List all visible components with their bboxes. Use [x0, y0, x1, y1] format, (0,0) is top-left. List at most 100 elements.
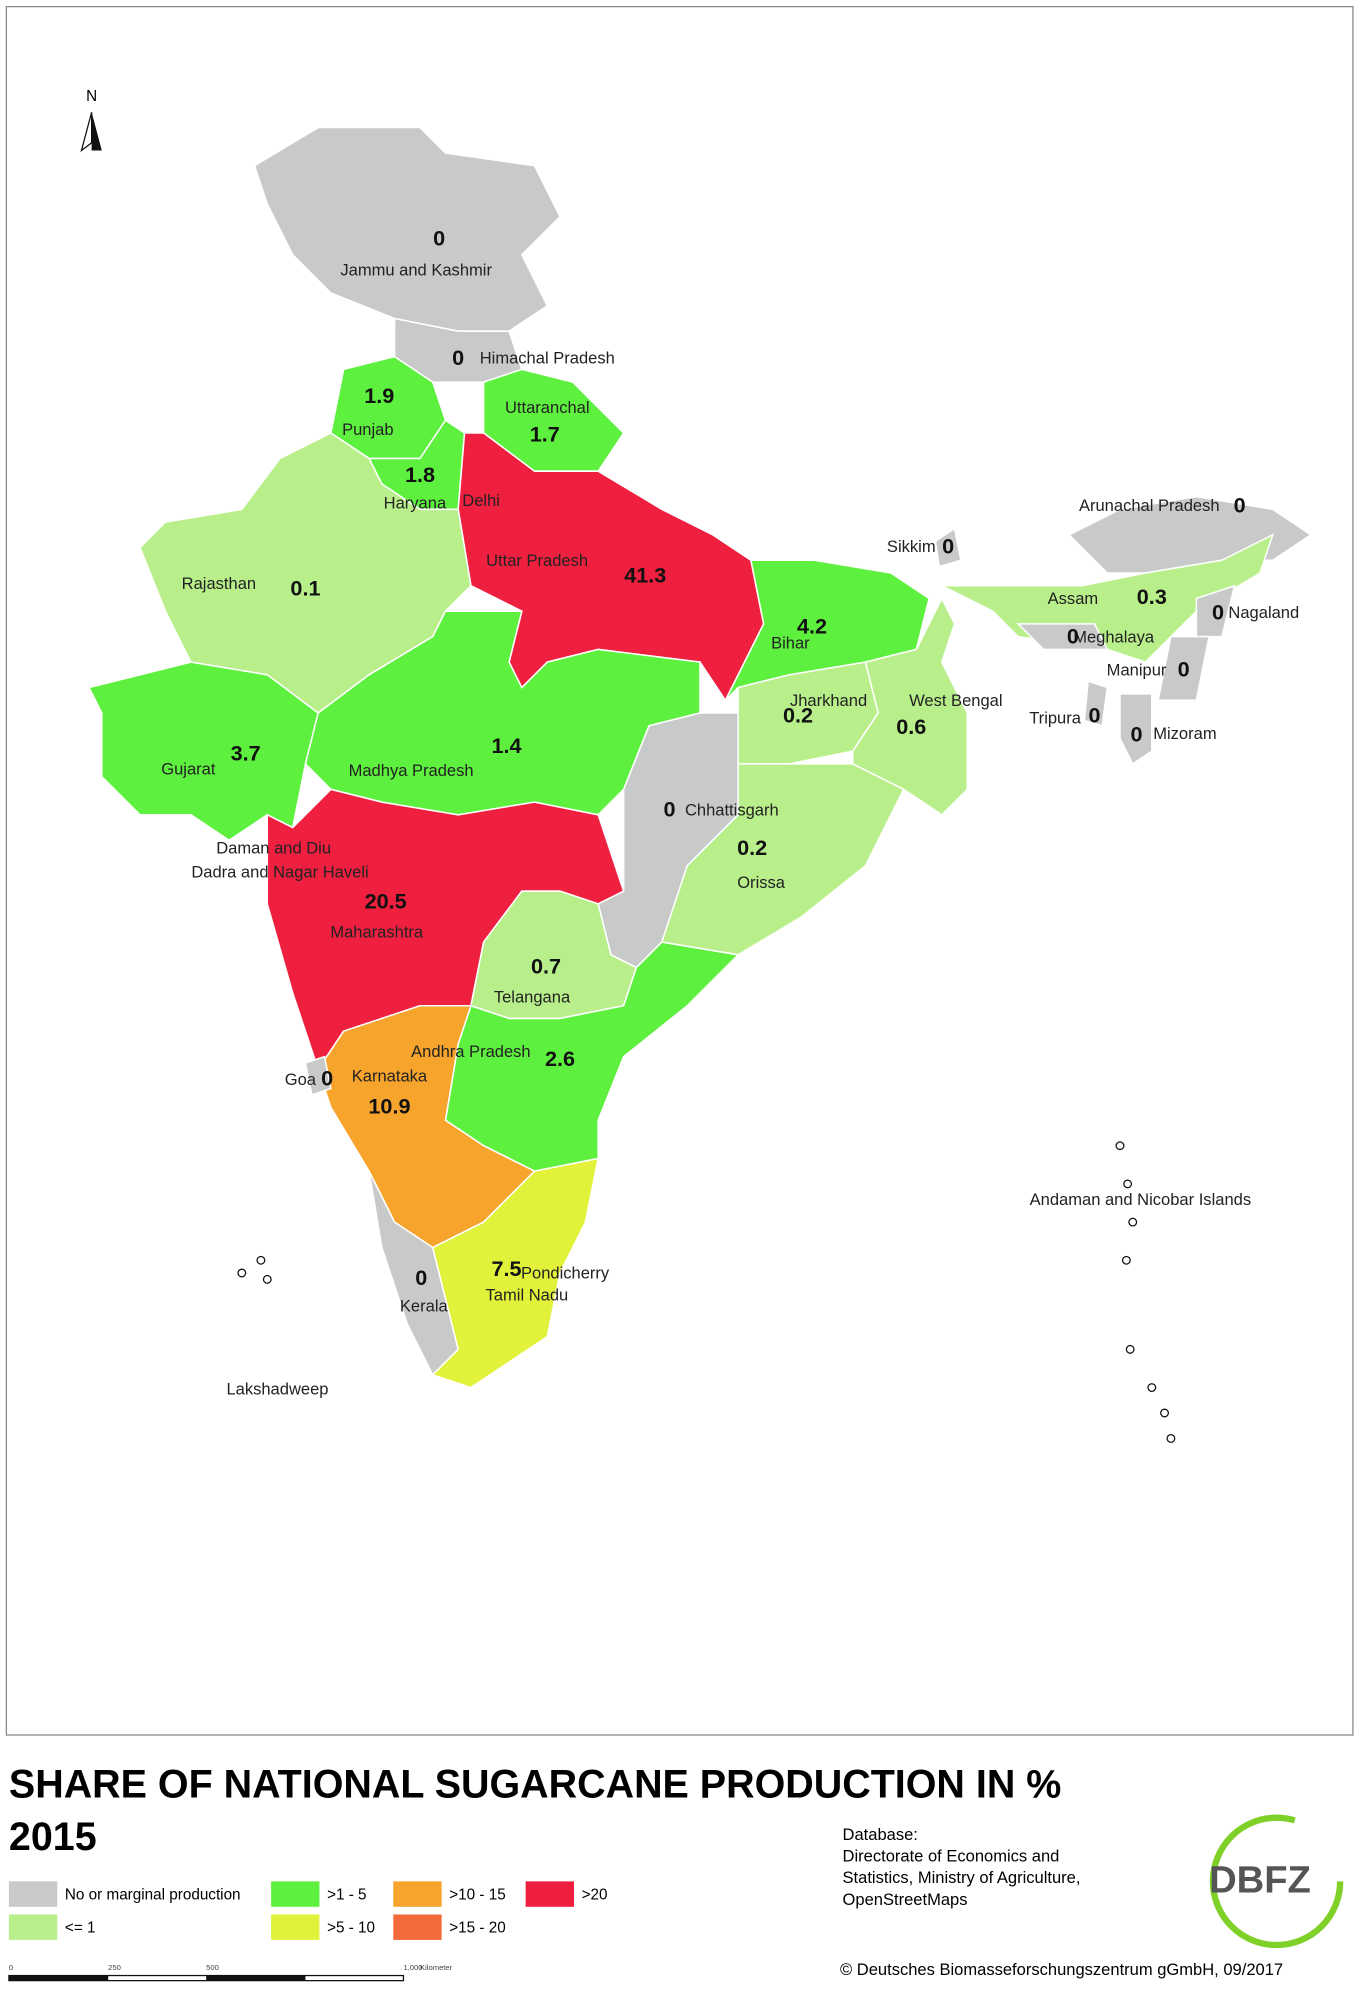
- copyright: © Deutsches Biomasseforschungszentrum gG…: [840, 1960, 1283, 1979]
- region-name: Tripura: [1029, 709, 1082, 728]
- region: [1119, 693, 1153, 766]
- legend-label: <= 1: [65, 1919, 96, 1936]
- island: [1160, 1408, 1169, 1418]
- region-value: 0: [321, 1065, 333, 1090]
- region: [1195, 584, 1236, 638]
- island: [1166, 1434, 1176, 1443]
- region-value: 0.1: [290, 575, 320, 600]
- region-value: 0: [663, 797, 675, 822]
- source-line: Statistics, Ministry of Agriculture,: [843, 1868, 1081, 1887]
- north-arrow-outline: [80, 112, 93, 153]
- subtitle: 2015: [9, 1815, 97, 1859]
- scale-label: 250: [108, 1963, 121, 1972]
- region-name: Sikkim: [887, 537, 936, 556]
- logo-ring: [1209, 1814, 1344, 1949]
- region: [1157, 635, 1211, 702]
- legend-swatch: [8, 1914, 58, 1940]
- region-value: 0: [1212, 599, 1224, 624]
- region-value: 4.2: [797, 613, 827, 638]
- scale-label: 0: [9, 1963, 13, 1972]
- region-name: Andhra Pradesh: [411, 1042, 530, 1061]
- region-value: 3.7: [231, 741, 261, 766]
- region-value: 0: [1131, 722, 1143, 747]
- legend-swatch: [393, 1914, 442, 1940]
- region-name: Karnataka: [352, 1066, 428, 1085]
- logo: DBFZ: [1209, 1859, 1311, 1902]
- source-line: Directorate of Economics and: [843, 1847, 1060, 1866]
- scale-label: 1,000: [403, 1963, 422, 1972]
- region-name: Mizoram: [1153, 724, 1216, 743]
- region-value: 0: [1234, 493, 1246, 518]
- legend-swatch: [393, 1881, 442, 1907]
- legend-label: >10 - 15: [449, 1886, 505, 1903]
- region-name: Tamil Nadu: [486, 1285, 569, 1304]
- island: [1115, 1141, 1125, 1151]
- scale-bar-segment: [8, 1975, 109, 1981]
- region-value: 0.2: [737, 835, 767, 860]
- region-name: Goa: [285, 1070, 317, 1089]
- scale-label: 500: [206, 1963, 219, 1972]
- region-name: Maharashtra: [330, 923, 424, 942]
- place-name: Andaman and Nicobar Islands: [1030, 1190, 1251, 1209]
- region-value: 10.9: [368, 1093, 410, 1118]
- region-name: Orissa: [737, 873, 786, 892]
- region-name: Assam: [1048, 589, 1099, 608]
- region: [87, 661, 320, 842]
- region-name: Uttar Pradesh: [486, 551, 588, 570]
- source-line: Database:: [843, 1825, 918, 1844]
- region-name: Nagaland: [1228, 603, 1299, 622]
- island: [1147, 1383, 1157, 1392]
- region-value: 0.6: [896, 714, 926, 739]
- north-label: N: [86, 88, 97, 105]
- region-name: Haryana: [384, 494, 447, 513]
- region: [304, 1055, 332, 1096]
- place-name: Daman and Diu: [216, 839, 331, 858]
- region-value: 0: [433, 225, 445, 250]
- region-value: 0: [1178, 657, 1190, 682]
- place-name: Lakshadweep: [226, 1379, 328, 1398]
- region-name: Chhattisgarh: [685, 800, 779, 819]
- legend-swatch: [8, 1881, 58, 1907]
- legend-label: >15 - 20: [449, 1919, 505, 1936]
- region-value: 20.5: [365, 888, 407, 913]
- legend-swatch: [525, 1881, 574, 1907]
- region-name: Uttaranchal: [505, 398, 590, 417]
- region-value: 0.2: [783, 703, 813, 728]
- legend-label: No or marginal production: [65, 1886, 241, 1903]
- island: [237, 1268, 247, 1278]
- region-name: Punjab: [342, 420, 393, 439]
- region-value: 2.6: [545, 1046, 575, 1071]
- region: [934, 527, 962, 568]
- region: [457, 432, 765, 702]
- region-name: Bihar: [771, 634, 810, 653]
- legend-label: >5 - 10: [327, 1919, 375, 1936]
- region-value: 0: [452, 345, 464, 370]
- region-value: 0: [1089, 703, 1101, 728]
- scale-bar-segment: [206, 1975, 306, 1981]
- source-line: OpenStreetMaps: [843, 1890, 968, 1909]
- region: [431, 1157, 600, 1389]
- region-name: Meghalaya: [1073, 627, 1155, 646]
- region-name: Madhya Pradesh: [349, 761, 474, 780]
- legend-label: >20: [582, 1886, 608, 1903]
- island: [256, 1255, 266, 1265]
- region-value: 41.3: [624, 563, 666, 588]
- region-value: 0: [415, 1265, 427, 1290]
- region-name: Manipur: [1107, 660, 1167, 679]
- place-name: Dadra and Nagar Haveli: [191, 863, 368, 882]
- region: [660, 763, 905, 956]
- region-value: 1.8: [405, 462, 435, 487]
- region-value: 7.5: [492, 1256, 522, 1281]
- island: [1123, 1179, 1133, 1189]
- region: [253, 126, 561, 332]
- island: [262, 1274, 272, 1284]
- island: [1125, 1344, 1135, 1354]
- region-name: Himachal Pradesh: [480, 349, 615, 368]
- region-name: Jharkhand: [790, 691, 867, 710]
- region-name: Gujarat: [161, 760, 216, 779]
- region: [851, 596, 969, 816]
- region-name: Jammu and Kashmir: [340, 261, 492, 280]
- region-value: 0.3: [1137, 584, 1167, 609]
